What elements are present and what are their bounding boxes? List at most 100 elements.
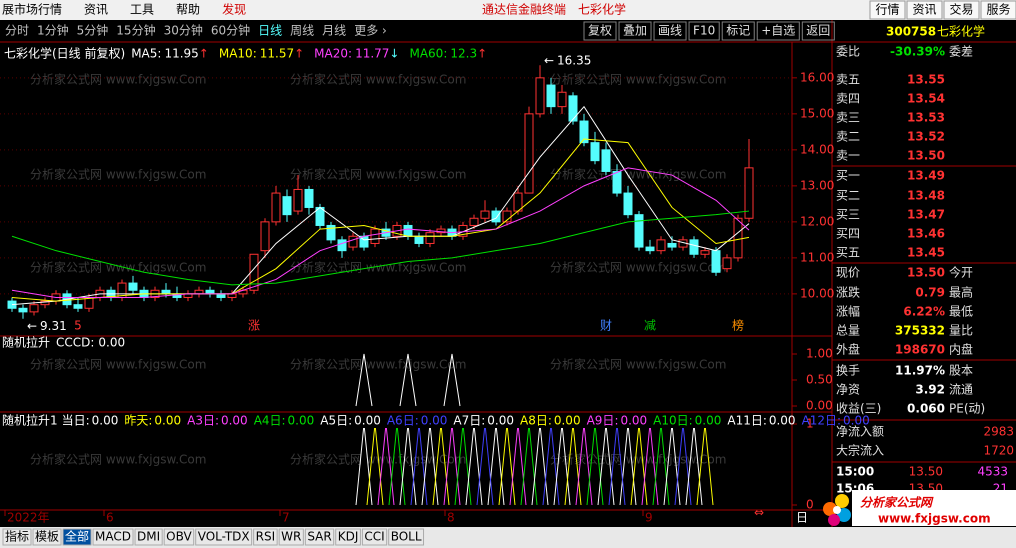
quote-value: 13.54 xyxy=(907,92,945,106)
legend-name: 当日 xyxy=(62,414,86,428)
bottom-tab[interactable]: BOLL xyxy=(391,530,422,544)
tool-button-label[interactable]: 叠加 xyxy=(623,24,647,38)
tool-button[interactable] xyxy=(688,21,720,41)
bottom-tab-bg[interactable] xyxy=(335,528,361,546)
candle-body xyxy=(491,210,501,223)
bottom-tab-bg[interactable] xyxy=(92,528,134,546)
logo-icon xyxy=(823,494,851,526)
period-tab[interactable]: 周线 xyxy=(290,24,314,38)
menu-item[interactable]: 工具 xyxy=(130,3,154,17)
quote-label: 量比 xyxy=(949,324,973,338)
y-tick-label: 10.00 xyxy=(800,286,834,300)
ma-colon: : xyxy=(443,47,447,61)
ma-colon: : xyxy=(348,47,352,61)
menu-button-label[interactable]: 服务 xyxy=(986,2,1010,17)
watermark: 分析家公式网 www.fxjgsw.Com xyxy=(550,357,726,372)
period-tab[interactable]: 5分钟 xyxy=(77,23,109,38)
bottom-tab-bg[interactable] xyxy=(253,528,278,546)
bottom-tab[interactable]: WR xyxy=(281,530,301,544)
bottom-tab[interactable]: CCI xyxy=(364,530,384,544)
candle-body xyxy=(700,250,710,255)
tick-volume: 4533 xyxy=(977,465,1008,479)
bottom-tab[interactable]: 全部 xyxy=(65,529,89,544)
legend-name: A11日 xyxy=(727,414,762,428)
bottom-tab-bg[interactable] xyxy=(163,528,195,546)
quote-value: 198670 xyxy=(895,343,945,357)
tool-button-label[interactable]: +自选 xyxy=(761,24,795,38)
bottom-tab-bg[interactable] xyxy=(304,528,335,546)
legend-value: 0.00 xyxy=(769,414,796,428)
quote-value: 3.92 xyxy=(915,383,945,397)
event-marker[interactable]: 榜 xyxy=(732,318,744,333)
event-marker[interactable]: 涨 xyxy=(248,318,260,333)
tool-button-label[interactable]: 标记 xyxy=(726,24,750,38)
menu-button[interactable] xyxy=(906,0,943,20)
period-tab[interactable]: 更多 › xyxy=(354,24,387,38)
bottom-tab[interactable]: VOL-TDX xyxy=(198,530,250,544)
annotation-label: 16.35 xyxy=(557,54,591,68)
bottom-tab-bg[interactable] xyxy=(62,528,92,546)
bottom-tab-bg[interactable] xyxy=(361,528,388,546)
legend-name: A3日 xyxy=(187,414,215,428)
ma-trend: ↓ xyxy=(389,47,399,61)
tool-button-label[interactable]: 画线 xyxy=(658,24,682,38)
menu-button[interactable] xyxy=(869,0,906,20)
y-tick-label: 0.00 xyxy=(806,399,833,413)
bottom-tab[interactable]: RSI xyxy=(256,530,276,544)
tool-button[interactable] xyxy=(756,21,800,41)
bottom-tab[interactable]: DMI xyxy=(137,530,160,544)
bottom-tab[interactable]: OBV xyxy=(166,530,192,544)
tool-button-label[interactable]: F10 xyxy=(693,24,715,38)
bottom-tab[interactable]: 指标 xyxy=(5,529,29,544)
menu-button[interactable] xyxy=(980,0,1016,20)
quote-value: 13.49 xyxy=(907,169,945,183)
app-title: 七彩化学 xyxy=(578,2,626,17)
period-tab[interactable]: 月线 xyxy=(322,24,346,38)
quote-label: 卖五 xyxy=(836,73,860,87)
bottom-tab-bg[interactable] xyxy=(134,528,163,546)
bottom-tab-bg[interactable] xyxy=(388,528,425,546)
candle-body xyxy=(304,188,314,208)
tool-button-label[interactable]: 复权 xyxy=(588,24,612,38)
tool-button[interactable] xyxy=(721,21,755,41)
tool-button[interactable] xyxy=(653,21,687,41)
bottom-tab-bg[interactable] xyxy=(195,528,253,546)
annotation-arrow: ← xyxy=(544,54,554,68)
period-tab[interactable]: 60分钟 xyxy=(211,23,250,38)
menu-item[interactable]: 展市场行情 xyxy=(2,2,62,17)
menu-button-label[interactable]: 交易 xyxy=(949,2,973,17)
menu-button-label[interactable]: 行情 xyxy=(875,3,899,17)
menu-item[interactable]: 资讯 xyxy=(84,3,108,17)
bottom-tab-bg[interactable] xyxy=(278,528,304,546)
bottom-tab[interactable]: MACD xyxy=(95,530,131,544)
period-tab[interactable]: 分时 xyxy=(5,24,29,38)
event-marker[interactable]: 财 xyxy=(600,319,612,333)
bottom-tab[interactable]: 模板 xyxy=(35,530,59,544)
bottom-tab-bg[interactable] xyxy=(2,528,32,546)
bottom-tab[interactable]: KDJ xyxy=(338,530,359,544)
period-tab[interactable]: 15分钟 xyxy=(116,23,155,38)
event-marker[interactable]: 减 xyxy=(644,319,656,333)
period-tab[interactable]: 30分钟 xyxy=(164,23,203,38)
menu-button-label[interactable]: 资讯 xyxy=(912,3,936,17)
ma-name: MA20 xyxy=(314,47,348,61)
legend-value: 0.00 xyxy=(620,414,647,428)
tool-button[interactable] xyxy=(801,21,835,41)
legend-name: A12日 xyxy=(802,414,837,428)
menu-item[interactable]: 帮助 xyxy=(176,3,200,17)
quote-label: 流通 xyxy=(949,383,973,397)
tool-button[interactable] xyxy=(618,21,652,41)
event-marker[interactable]: 5 xyxy=(74,319,82,333)
period-tab[interactable]: 1分钟 xyxy=(37,23,69,38)
menu-button[interactable] xyxy=(943,0,980,20)
bottom-tab-bg[interactable] xyxy=(32,528,62,546)
bottom-tab[interactable]: SAR xyxy=(307,530,331,544)
menu-item[interactable]: 发现 xyxy=(222,2,246,17)
legend-colon: : xyxy=(348,414,352,428)
tool-button-label[interactable]: 返回 xyxy=(806,24,830,38)
legend-colon: : xyxy=(689,414,693,428)
period-tab[interactable]: 日线 xyxy=(258,24,282,38)
y-tick-label: 15.00 xyxy=(800,106,834,120)
ma-colon: : xyxy=(157,47,161,61)
tool-button[interactable] xyxy=(583,21,617,41)
